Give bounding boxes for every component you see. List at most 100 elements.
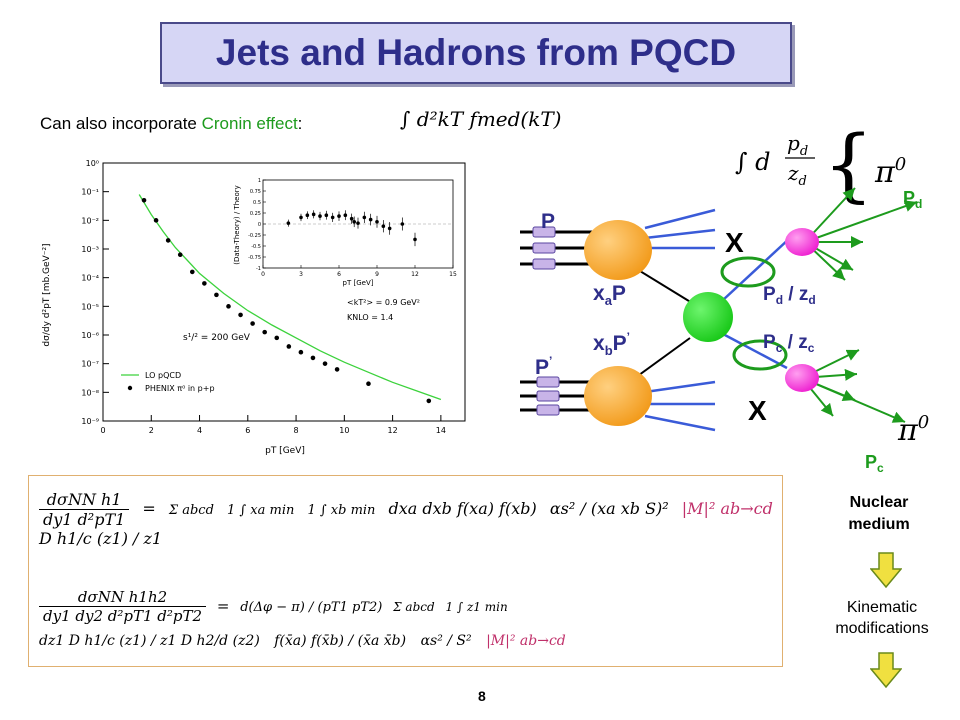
y-tick-label: 10⁻³ [81,245,99,254]
energy-label: s¹/² = 200 GeV [183,333,251,343]
inset-x-tick-label: 3 [299,271,303,278]
pi0-bottom: π0 [897,412,929,448]
spectator-lines-top [644,208,716,250]
frag-integral-sign: ∫ d [735,148,771,176]
incoming-proton-top [520,226,595,270]
data-point [366,381,371,387]
label-p-top: P [541,210,555,233]
eq1-lhs: dσNN h1 dy1 d²pT1 [39,490,130,529]
data-point [202,281,207,286]
inset-x-tick-label: 0 [261,271,265,278]
inset-data-point [324,213,329,217]
cross-section-formulas: dσNN h1 dy1 d²pT1 = Σ abcd 1 ∫ xa min 1 ∫… [28,475,783,667]
y-tick-label: 10⁻² [81,216,99,225]
kt-integral-formula: ∫ d²kT fmed(kT) [400,107,562,131]
inset-data-point [299,215,303,220]
x-tick-group: 0 2 4 6 8 10 12 14 [100,415,446,435]
label-xb-pp: P [613,332,627,355]
data-point [189,269,195,275]
inset-data-point [318,214,322,218]
medium-loop-top [720,256,776,288]
frag-numerator: pd [787,131,808,159]
eq2-lhs-num: dσNN h1h2 [39,588,207,607]
y-tick-label: 10⁻⁵ [81,302,99,311]
frag-brace: { [823,120,874,211]
eq2-delta: d(Δφ − π) / (pT1 pT2) [240,599,383,615]
phenix-data-points [141,197,432,404]
eq1-frag: D h1/c (z1) / z1 [39,529,163,548]
inset-data-point [413,237,417,242]
down-arrow-top-icon [869,552,903,589]
x-tick-label: 14 [436,426,446,435]
scattering-diagram: ∫ d pd zd { π0 [505,118,955,480]
nuclear-medium-label: Nuclear medium [815,492,943,536]
inset-y-tick-label: -0.75 [248,255,261,261]
data-point [165,238,171,243]
eq2: dσNN h1h2 dy1 dy2 d²pT1 d²pT2 = d(Δφ − π)… [39,588,566,649]
frag-num-p: p [787,131,800,155]
label-xa-sub: a [605,293,613,308]
inset-data-point [352,220,357,224]
frag-den-sub: d [799,174,807,189]
frag-den-z: z [787,161,799,185]
inset-data-point [349,216,354,221]
fragment-blob-top [785,228,819,256]
eq2-lhs-den: dy1 dy2 d²pT1 d²pT2 [43,607,203,625]
plot-svg: 10⁰10⁻¹10⁻²10⁻³10⁻⁴10⁻⁵10⁻⁶10⁻⁷10⁻⁸10⁻⁹ … [35,155,475,460]
inset-x-tick-label: 12 [411,271,419,278]
pi0-top: π0 [874,154,906,190]
label-pd-mid: / z [783,284,808,305]
pi0-bottom-symbol: π [897,413,919,448]
data-point [322,361,328,366]
inset-data-point [311,212,316,217]
inset-y-tick-label: 0.75 [250,189,261,195]
inset-y-tick-label: 0.25 [250,211,261,217]
data-point [141,197,147,203]
eq1-lhs-den: dy1 d²pT1 [43,510,126,529]
x-tick-label: 0 [100,426,105,435]
intro-text: Can also incorporate Cronin effect: [40,114,302,134]
label-xa-x: x [593,282,605,305]
label-pd-p: P [763,284,776,305]
data-point [153,218,159,223]
frag-denominator: zd [787,161,807,189]
inset-x-tick-label: 15 [449,271,457,278]
slide-title-box: Jets and Hadrons from PQCD [160,22,792,84]
fragment-blob-bottom [785,364,819,392]
inset-y-tick-label: -0.25 [248,233,261,239]
label-pd-over-zd: Pd / zd [763,284,816,307]
kt-label: <kT²> = 0.9 GeV² [347,298,420,307]
hadron-arrows-bottom [801,349,906,423]
inset-y-tick-group: 1 0.75 0.5 0.25 0 -0.25 -0.5 -0.75 -1 [248,178,266,272]
x-tick-label: 10 [339,426,349,435]
label-pd-d2: d [808,293,815,307]
data-point [262,329,267,335]
pi0-bottom-sup: 0 [918,412,929,433]
proton-blob-bottom [584,366,652,426]
data-point [310,355,316,361]
data-point [214,292,219,298]
eq1-int-xa: 1 ∫ xa min [226,503,295,518]
label-pc-sub: c [877,461,884,475]
label-xa-pp: P [612,282,626,305]
data-point [226,304,231,309]
hard-scattering-vertex [683,292,733,342]
medium-loop-bottom [732,339,788,371]
kinematic-line1: Kinematic [846,599,918,616]
x-tick-label: 2 [149,426,154,435]
y-tick-label: 10⁰ [86,159,99,168]
down-arrow-bottom-icon [869,652,903,689]
parton-b-line [634,337,691,379]
inset-x-tick-group: 0 3 6 9 12 15 [261,265,457,278]
inset-data-point [330,215,335,220]
data-point [426,398,432,404]
inset-data-point [356,221,360,225]
parton-a-line [634,267,698,307]
label-p-bottom-prime: ’ [549,354,552,368]
inset-x-label: pT [GeV] [343,279,374,287]
data-point [334,367,340,372]
slide-title: Jets and Hadrons from PQCD [215,32,737,73]
cross-bottom: X [748,395,767,426]
x-tick-label: 6 [245,426,250,435]
eq2-sum: Σ abcd [393,599,435,614]
